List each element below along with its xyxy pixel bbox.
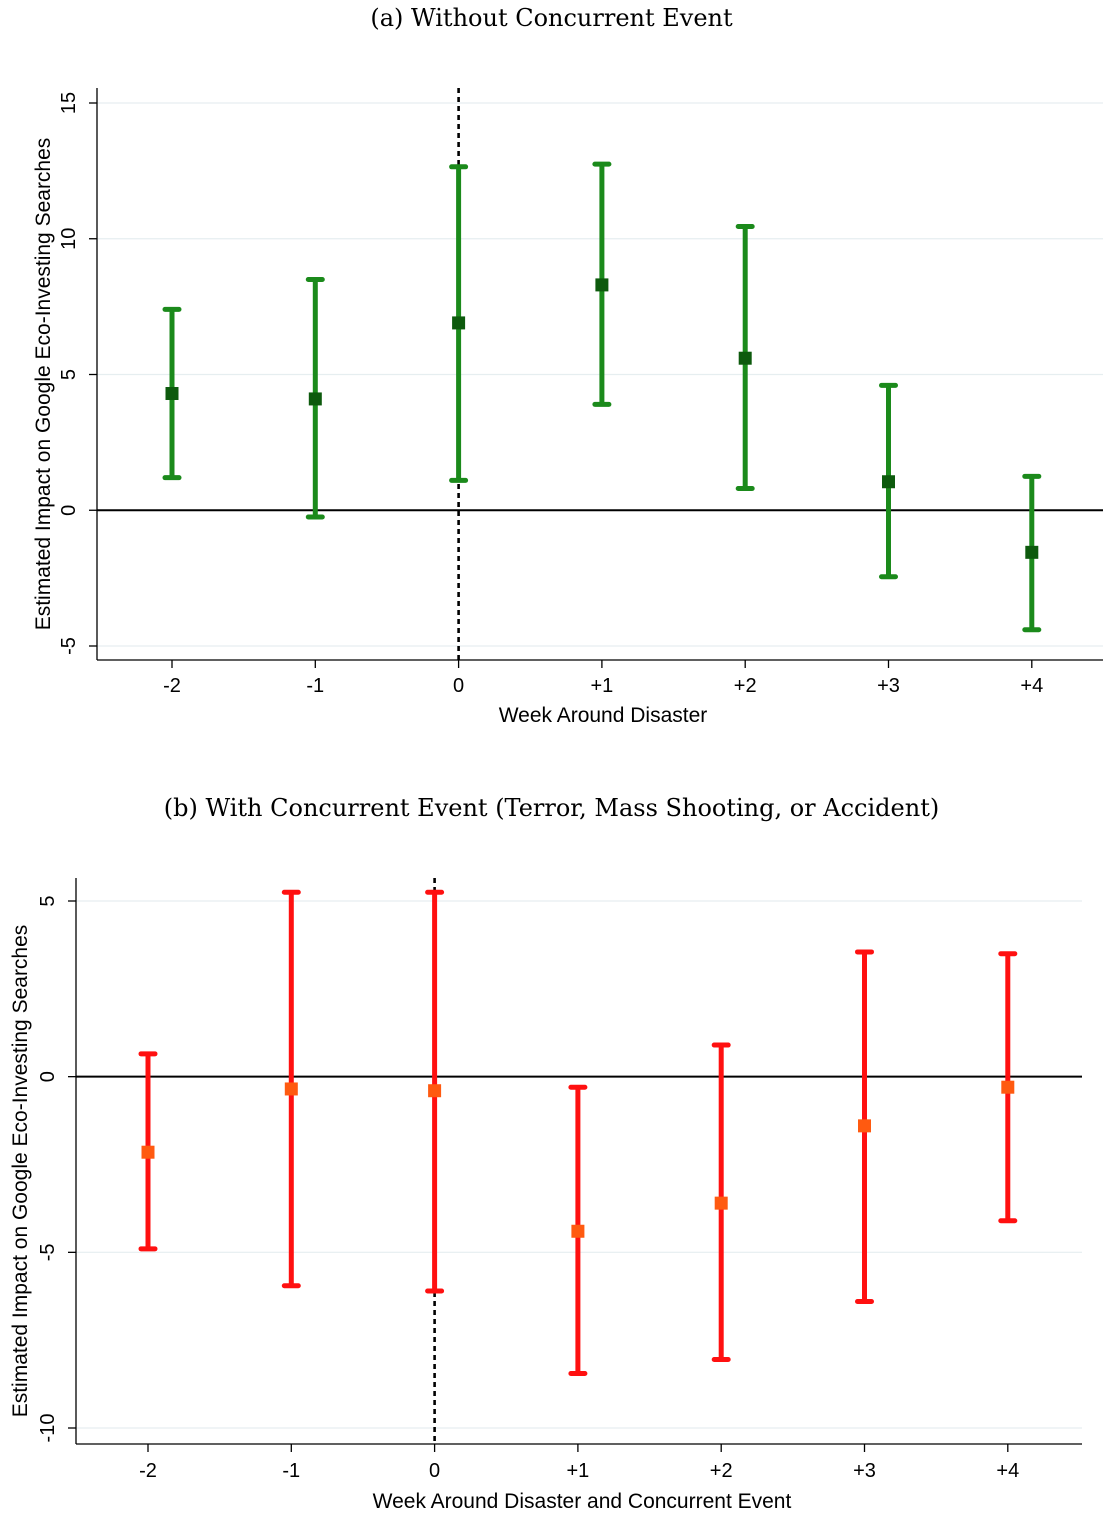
x-tick-label: 0 [429, 1460, 440, 1482]
panel-a-title: (a) Without Concurrent Event [370, 4, 733, 32]
x-tick-label: +2 [734, 675, 757, 697]
point-estimate [1001, 1080, 1015, 1094]
y-axis-title: Estimated Impact on Google Eco-Investing… [9, 925, 32, 1418]
y-tick-label: 15 [58, 92, 80, 114]
point-estimate [858, 1119, 871, 1133]
y-tick-label: -10 [37, 1414, 59, 1443]
point-estimate [571, 1224, 585, 1238]
y-tick-label: 5 [58, 369, 80, 380]
x-axis-title: Week Around Disaster [499, 704, 708, 727]
point-estimate [738, 351, 752, 365]
y-tick-label: -5 [37, 1243, 59, 1261]
x-tick-label: +1 [590, 675, 613, 697]
point-estimate [165, 387, 179, 401]
y-axis-title: Estimated Impact on Google Eco-Investing… [32, 138, 55, 631]
point-estimate [308, 392, 322, 406]
point-estimate [882, 475, 895, 489]
point-estimate [428, 1084, 442, 1098]
y-tick-label: 0 [58, 505, 80, 516]
chart-panel-a: -5 0 5 10 15 -2 -1 0 +1 +2 +3 +4 Week Around Disaste… [32, 88, 1103, 727]
x-tick-label: +3 [877, 675, 900, 697]
point-estimate [714, 1196, 728, 1210]
x-tick-label: +4 [996, 1460, 1019, 1482]
x-tick-label: +1 [566, 1460, 589, 1482]
x-tick-label: -1 [282, 1460, 300, 1482]
x-tick-label: 0 [453, 675, 464, 697]
point-estimate [1025, 545, 1039, 559]
point-estimate [452, 316, 466, 330]
y-tick-label: -5 [58, 637, 80, 655]
x-tick-label: +2 [710, 1460, 733, 1482]
x-axis-title: Week Around Disaster and Concurrent Even… [373, 1490, 792, 1513]
point-estimate [284, 1082, 298, 1096]
x-tick-label: -2 [163, 675, 181, 697]
x-tick-label: +4 [1020, 675, 1043, 697]
x-tick-label: +3 [853, 1460, 876, 1482]
y-tick-label: 10 [58, 228, 80, 250]
point-estimate [595, 278, 609, 292]
y-tick-label: 5 [37, 895, 59, 906]
panel-b-title: (b) With Concurrent Event (Terror, Mass … [163, 794, 940, 822]
point-estimate [141, 1145, 155, 1159]
x-tick-label: -2 [139, 1460, 157, 1482]
x-tick-label: -1 [306, 675, 324, 697]
y-tick-label: 0 [37, 1071, 59, 1082]
